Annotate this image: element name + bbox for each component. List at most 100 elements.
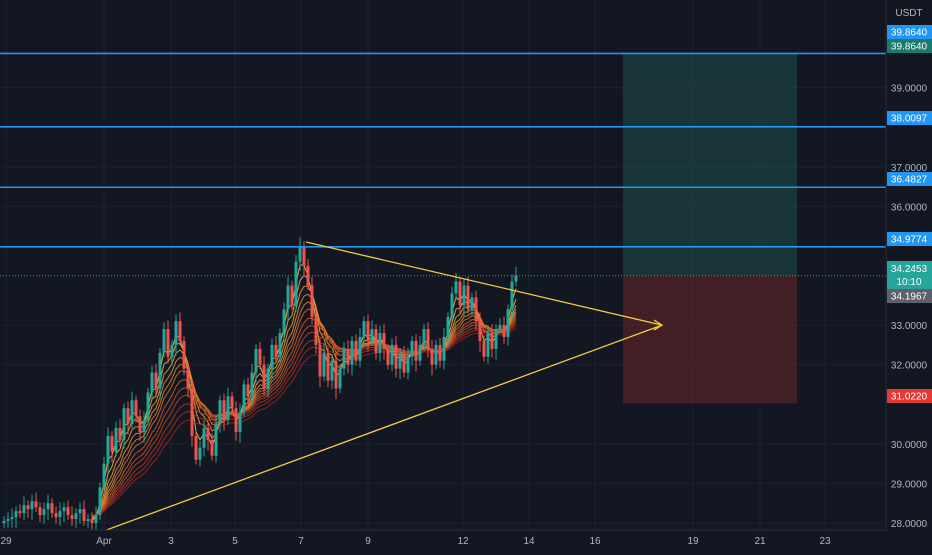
candle-body-4 [18,511,22,514]
candle-body-1 [6,519,10,522]
triangle-apex-arrow [653,319,664,331]
candle-body-39 [158,352,162,389]
candle-body-13 [54,513,58,518]
candle-body-100 [402,352,406,373]
tag-stop-loss-bg [887,389,932,403]
price-axis[interactable]: USDT 39.0000 37.0000 36.0000 33.0000 32.0000… [885,0,932,530]
price-tick-5: 30.0000 [891,440,928,451]
candle-body-112 [450,293,454,318]
candle-body-99 [398,352,402,369]
price-tags: 39.8640 39.8640 38.0097 36.4827 34.9774 34.24… [887,25,932,403]
candle-body-68 [274,344,278,357]
candle-body-60 [242,384,246,413]
candle-body-31 [126,408,130,425]
candle-body-111 [446,317,450,337]
price-tick-0: 39.0000 [891,84,928,95]
tag-countdown: 10:10 [896,277,921,288]
position-zones [623,53,797,404]
candle-body-122 [490,333,494,349]
candle-body-26 [106,435,110,464]
candle-body-9 [38,507,42,516]
candle-body-98 [394,344,398,369]
triangle-pattern[interactable] [103,241,664,532]
time-tick-4: 7 [298,536,304,547]
candle-body-77 [310,285,314,318]
tag-prev-close: 34.1967 [891,292,928,303]
candle-body-58 [234,408,238,432]
candle-body-82 [330,360,334,381]
candle-body-83 [334,360,338,389]
time-tick-11: 23 [819,536,831,547]
candle-body-113 [454,281,458,294]
time-tick-6: 12 [457,536,469,547]
candle-body-59 [238,412,242,432]
candle-body-42 [170,344,174,357]
candle-body-124 [498,325,502,330]
candle-body-37 [150,372,154,393]
candle-body-15 [62,507,66,512]
time-tick-10: 21 [754,536,766,547]
tag-current-price: 34.2453 [891,264,928,275]
candle-body-128 [514,275,518,282]
candle-body-51 [206,428,210,440]
tag-level-36: 36.4827 [891,175,928,186]
candle-body-47 [190,388,194,436]
candle-body-107 [430,348,434,365]
candle-body-44 [178,321,182,341]
time-tick-8: 16 [589,536,601,547]
candle-body-35 [142,420,146,432]
candle-body-65 [262,364,266,389]
candle-body-93 [374,329,378,353]
candle-body-90 [362,321,366,337]
candle-body-46 [186,368,190,389]
time-tick-1: Apr [96,536,112,547]
time-tick-9: 19 [687,536,699,547]
tag-level-38-bg [887,111,932,125]
candle-body-43 [174,321,178,345]
candle-body-30 [122,408,126,440]
candle-body-89 [358,336,362,361]
candle-body-96 [386,348,390,365]
candle-body-116 [466,285,470,310]
candle-body-120 [482,340,486,357]
candle-body-125 [502,325,506,337]
candle-body-117 [470,297,474,310]
price-tick-6: 29.0000 [891,479,928,490]
candle-body-109 [438,344,442,361]
candle-body-40 [162,329,166,353]
candle-body-54 [218,400,222,425]
price-tick-7: 28.0000 [891,519,928,530]
tag-level-38: 38.0097 [891,114,928,125]
candle-body-36 [146,392,150,421]
candle-body-61 [246,384,250,397]
tag-level-35-bg [887,232,932,246]
candle-body-27 [110,435,114,452]
candle-body-115 [462,285,466,306]
price-tick-labels: 39.0000 37.0000 36.0000 33.0000 32.0000 30.00… [891,84,928,530]
candle-body-7 [30,501,34,510]
time-tick-3: 5 [232,536,238,547]
candle-body-28 [114,428,118,452]
time-tick-7: 14 [523,536,535,547]
time-axis[interactable]: 29 Apr 3 5 7 9 12 14 16 19 21 23 [0,529,932,550]
candle-body-80 [322,352,326,377]
candle-body-108 [434,344,438,365]
candle-body-5 [22,505,26,514]
candle-body-17 [70,515,74,520]
triangle-upper-line [305,241,663,326]
candle-body-95 [382,333,386,349]
candle-body-123 [494,329,498,349]
candle-body-78 [314,317,318,345]
time-tick-0: 29 [0,536,12,547]
candle-body-20 [82,509,86,522]
candle-body-72 [290,285,294,306]
candle-body-11 [46,503,50,510]
candle-body-48 [194,435,198,460]
candle-body-114 [458,281,462,306]
horizontal-levels[interactable] [0,52,886,277]
candle-body-55 [222,400,226,421]
candle-body-67 [270,344,274,369]
profit-zone [623,53,797,276]
